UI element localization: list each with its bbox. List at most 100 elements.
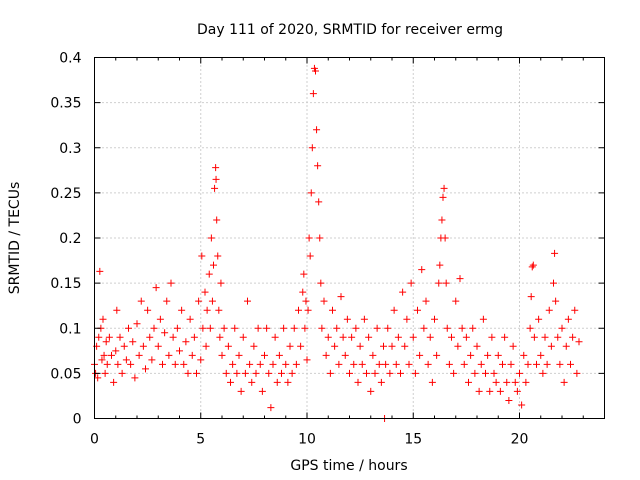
data-point	[445, 360, 453, 368]
data-point	[341, 351, 349, 359]
data-point	[171, 360, 179, 368]
data-point	[496, 387, 504, 395]
data-point	[213, 216, 221, 224]
data-point	[333, 324, 341, 332]
data-point	[499, 360, 506, 368]
data-point	[348, 333, 356, 341]
data-point	[324, 333, 332, 341]
data-point	[202, 342, 210, 350]
data-point	[501, 333, 509, 341]
data-point	[392, 360, 400, 368]
data-point	[550, 279, 557, 287]
data-point	[246, 360, 254, 368]
data-point	[529, 261, 537, 269]
data-point	[335, 360, 343, 368]
data-point	[326, 369, 334, 377]
data-point	[193, 369, 200, 377]
data-point	[369, 351, 377, 359]
data-point	[343, 315, 351, 323]
data-point	[269, 360, 277, 368]
data-point	[299, 288, 307, 296]
data-point	[114, 360, 122, 368]
data-point	[120, 342, 128, 350]
data-point	[309, 90, 317, 98]
data-point	[543, 360, 551, 368]
data-point	[473, 342, 481, 350]
data-point	[530, 333, 538, 341]
data-point	[125, 324, 132, 332]
data-point	[165, 351, 173, 359]
data-point	[367, 387, 375, 395]
data-point	[116, 333, 124, 341]
data-point	[441, 234, 449, 242]
data-point	[428, 378, 436, 386]
data-point	[278, 369, 285, 377]
data-point	[212, 164, 220, 172]
data-point	[316, 234, 324, 242]
data-point	[169, 333, 177, 341]
data-point	[562, 342, 570, 350]
data-point	[424, 360, 432, 368]
data-point	[152, 284, 160, 292]
data-point	[211, 184, 219, 192]
y-tick-label: 0.1	[59, 321, 81, 337]
data-point	[547, 342, 555, 350]
data-point	[571, 306, 579, 314]
data-point	[233, 369, 241, 377]
data-point	[96, 267, 104, 275]
data-point	[241, 369, 249, 377]
data-point	[482, 369, 489, 377]
data-point	[390, 306, 398, 314]
data-point	[142, 365, 149, 373]
data-point	[503, 378, 511, 386]
data-point	[551, 249, 559, 257]
data-point	[215, 306, 223, 314]
data-point	[507, 360, 515, 368]
data-point	[397, 369, 404, 377]
data-point	[220, 324, 228, 332]
data-point	[554, 333, 562, 341]
data-point	[284, 378, 292, 386]
data-point	[315, 198, 323, 206]
data-point	[292, 360, 300, 368]
data-point	[560, 378, 568, 386]
data-point	[239, 333, 247, 341]
data-point	[471, 369, 479, 377]
data-point	[222, 369, 230, 377]
data-point	[533, 360, 540, 368]
data-point	[467, 351, 475, 359]
data-point	[454, 342, 462, 350]
data-point	[484, 351, 492, 359]
data-point	[442, 279, 450, 287]
data-point	[231, 324, 239, 332]
data-point	[375, 360, 383, 368]
data-point	[418, 266, 426, 274]
data-point	[573, 369, 581, 377]
data-point	[180, 360, 188, 368]
data-point	[148, 356, 156, 364]
data-point	[307, 189, 315, 197]
data-point	[460, 360, 468, 368]
data-point	[201, 288, 209, 296]
data-point	[313, 126, 321, 134]
data-point	[250, 342, 258, 350]
data-point	[382, 360, 390, 368]
y-tick-label: 0.05	[50, 366, 81, 382]
data-point	[135, 351, 143, 359]
data-point	[156, 315, 164, 323]
data-point	[317, 279, 325, 287]
data-point	[295, 306, 302, 314]
data-point	[184, 369, 192, 377]
data-point	[488, 333, 496, 341]
data-point	[377, 378, 385, 386]
data-point	[511, 378, 519, 386]
data-point	[167, 279, 175, 287]
data-point	[182, 338, 190, 346]
data-point	[203, 306, 211, 314]
data-point	[513, 387, 521, 395]
x-tick-label: 20	[511, 432, 529, 448]
data-point	[207, 234, 215, 242]
data-point	[254, 324, 262, 332]
data-point	[271, 333, 279, 341]
